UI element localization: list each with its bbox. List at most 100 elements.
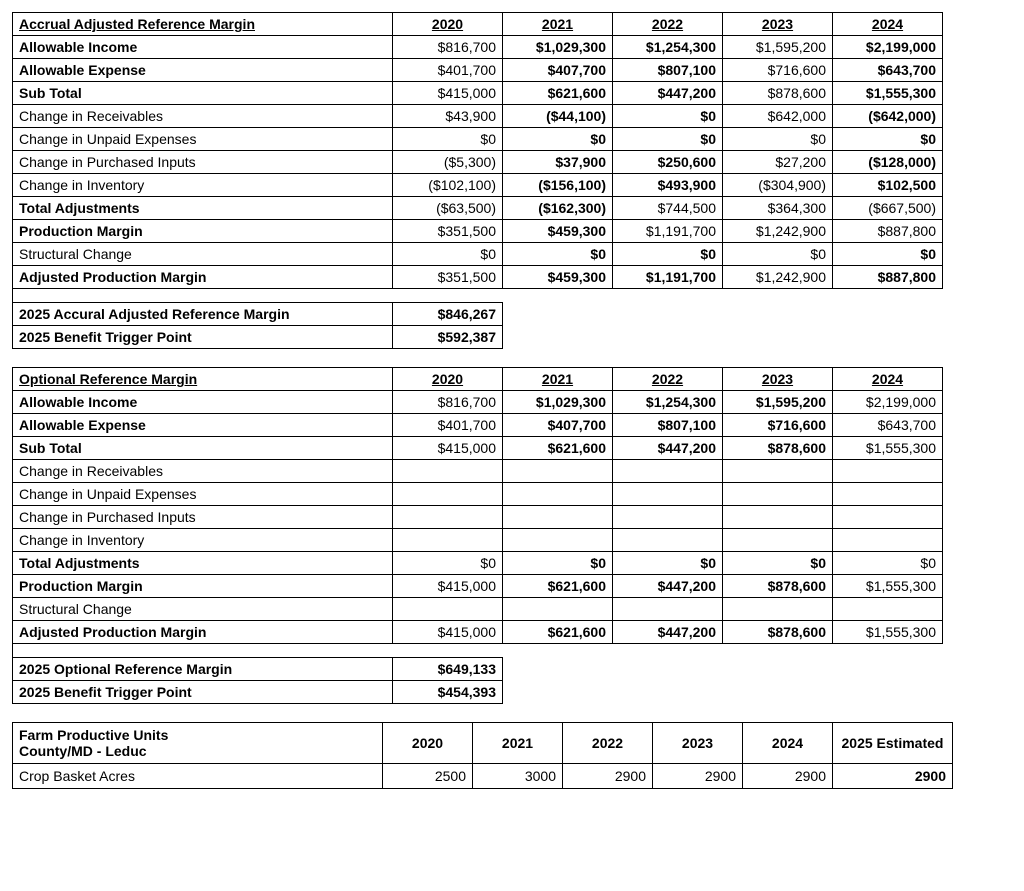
row-label: Allowable Expense (13, 59, 393, 82)
cell-value: ($667,500) (833, 197, 943, 220)
row-label: Adjusted Production Margin (13, 266, 393, 289)
cell-value: $1,595,200 (723, 36, 833, 59)
cell-value: $878,600 (723, 82, 833, 105)
cell-value: $1,555,300 (833, 82, 943, 105)
cell-value: $878,600 (723, 437, 833, 460)
table-row: Structural Change$0$0$0$0$0 (13, 243, 943, 266)
cell-value: $0 (833, 552, 943, 575)
cell-value (613, 529, 723, 552)
table-row: Allowable Expense$401,700$407,700$807,10… (13, 59, 943, 82)
summary-label: 2025 Benefit Trigger Point (13, 326, 393, 349)
summary-label: 2025 Accural Adjusted Reference Margin (13, 303, 393, 326)
table-row: Change in Unpaid Expenses$0$0$0$0$0 (13, 128, 943, 151)
year-header: 2022 (613, 13, 723, 36)
cell-value: $887,800 (833, 266, 943, 289)
cell-value: $816,700 (393, 391, 503, 414)
cell-value: $1,242,900 (723, 266, 833, 289)
cell-value: $415,000 (393, 621, 503, 644)
cell-value (613, 460, 723, 483)
cell-value: $351,500 (393, 220, 503, 243)
cell-value: $1,242,900 (723, 220, 833, 243)
row-label: Adjusted Production Margin (13, 621, 393, 644)
cell-value: $716,600 (723, 59, 833, 82)
cell-value: $878,600 (723, 621, 833, 644)
accrual-summary-row: 2025 Benefit Trigger Point $592,387 (13, 326, 943, 349)
cell-value: $642,000 (723, 105, 833, 128)
cell-value: ($128,000) (833, 151, 943, 174)
cell-value: $447,200 (613, 621, 723, 644)
row-label: Production Margin (13, 220, 393, 243)
cell-value: $250,600 (613, 151, 723, 174)
cell-value (723, 460, 833, 483)
cell-value: $643,700 (833, 59, 943, 82)
cell-value: $2,199,000 (833, 36, 943, 59)
cell-value: $459,300 (503, 220, 613, 243)
cell-value: $0 (503, 128, 613, 151)
cell-value: $1,029,300 (503, 391, 613, 414)
accrual-summary-row: 2025 Accural Adjusted Reference Margin $… (13, 303, 943, 326)
table-row: Change in Purchased Inputs (13, 506, 943, 529)
optional-header-row: Optional Reference Margin 2020 2021 2022… (13, 368, 943, 391)
cell-value (723, 506, 833, 529)
year-header: 2020 (393, 368, 503, 391)
cell-value (393, 529, 503, 552)
fpu-header-cell: Farm Productive Units County/MD - Leduc (13, 723, 383, 764)
cell-value: $816,700 (393, 36, 503, 59)
cell-value (613, 598, 723, 621)
table-row: Total Adjustments$0$0$0$0$0 (13, 552, 943, 575)
row-label: Total Adjustments (13, 197, 393, 220)
accrual-title: Accrual Adjusted Reference Margin (13, 13, 393, 36)
cell-value: $0 (503, 243, 613, 266)
cell-value: $0 (613, 105, 723, 128)
cell-value: $415,000 (393, 437, 503, 460)
table-row: Adjusted Production Margin$415,000$621,6… (13, 621, 943, 644)
spacer-row (13, 644, 943, 658)
fpu-value: 2900 (653, 764, 743, 789)
year-header: 2020 (393, 13, 503, 36)
table-row: Adjusted Production Margin$351,500$459,3… (13, 266, 943, 289)
cell-value (503, 506, 613, 529)
table-row: Sub Total$415,000$621,600$447,200$878,60… (13, 82, 943, 105)
cell-value (393, 460, 503, 483)
row-label: Sub Total (13, 437, 393, 460)
cell-value: $807,100 (613, 59, 723, 82)
table-row: Production Margin$351,500$459,300$1,191,… (13, 220, 943, 243)
cell-value: $407,700 (503, 414, 613, 437)
cell-value: $621,600 (503, 82, 613, 105)
table-row: Change in Receivables (13, 460, 943, 483)
optional-summary-row: 2025 Benefit Trigger Point $454,393 (13, 681, 943, 704)
row-label: Change in Purchased Inputs (13, 506, 393, 529)
cell-value: $447,200 (613, 437, 723, 460)
year-header: 2021 (503, 13, 613, 36)
table-row: Structural Change (13, 598, 943, 621)
fpu-year: 2020 (383, 723, 473, 764)
optional-title: Optional Reference Margin (13, 368, 393, 391)
cell-value: $1,555,300 (833, 621, 943, 644)
fpu-year: 2024 (743, 723, 833, 764)
cell-value: $0 (613, 128, 723, 151)
cell-value: $0 (393, 552, 503, 575)
cell-value (723, 598, 833, 621)
summary-value: $454,393 (393, 681, 503, 704)
row-label: Change in Purchased Inputs (13, 151, 393, 174)
year-header: 2023 (723, 13, 833, 36)
cell-value: $401,700 (393, 59, 503, 82)
cell-value: $0 (723, 552, 833, 575)
year-header: 2024 (833, 368, 943, 391)
row-label: Structural Change (13, 598, 393, 621)
cell-value: $415,000 (393, 82, 503, 105)
accrual-header-row: Accrual Adjusted Reference Margin 2020 2… (13, 13, 943, 36)
cell-value: $0 (613, 243, 723, 266)
cell-value: $0 (393, 243, 503, 266)
cell-value: $1,029,300 (503, 36, 613, 59)
cell-value: $351,500 (393, 266, 503, 289)
cell-value: ($102,100) (393, 174, 503, 197)
cell-value: ($162,300) (503, 197, 613, 220)
summary-label: 2025 Optional Reference Margin (13, 658, 393, 681)
cell-value: ($63,500) (393, 197, 503, 220)
year-header: 2023 (723, 368, 833, 391)
cell-value: $0 (503, 552, 613, 575)
fpu-year: 2023 (653, 723, 743, 764)
cell-value: $1,254,300 (613, 391, 723, 414)
cell-value: $1,595,200 (723, 391, 833, 414)
